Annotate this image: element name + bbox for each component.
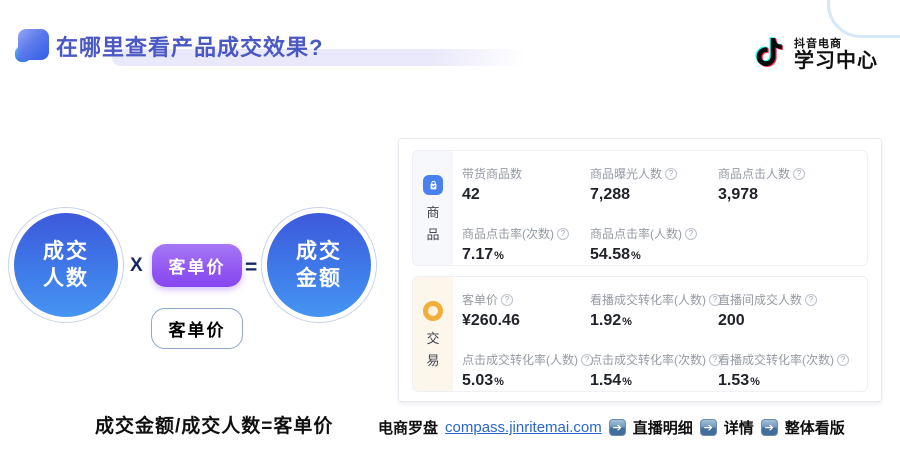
trade-tab: 交 易 <box>413 277 453 391</box>
info-icon[interactable]: ? <box>581 353 593 366</box>
formula-text: 成交金额/成交人数=客单价 <box>95 416 334 437</box>
info-icon[interactable]: ? <box>805 293 818 306</box>
multiply-operator: X <box>130 255 143 276</box>
arrow-right-icon[interactable]: ➔ <box>608 419 626 436</box>
info-icon[interactable]: ? <box>557 227 569 240</box>
metric-label: 商品点击人数 <box>718 167 791 181</box>
metric-value: 1.53 <box>718 372 750 389</box>
step-overview-board: 整体看版 <box>784 420 845 437</box>
info-icon[interactable]: ? <box>709 353 721 366</box>
metric-value: ¥260.46 <box>462 312 520 329</box>
circle-deal-amount: 成交 金额 <box>261 207 377 323</box>
info-icon[interactable]: ? <box>709 293 721 306</box>
metric-label: 带货商品数 <box>462 167 523 181</box>
avg-order-value-pill: 客单价 <box>152 244 242 287</box>
metric-label: 看播成交转化率(人数) <box>590 293 706 307</box>
metric-label: 商品点击率(人数) <box>590 227 682 241</box>
metric-product-ctr-times: 商品点击率(次数)? 7.17% <box>462 225 590 265</box>
metric-view-conversion-users: 看播成交转化率(人数)? 1.92% <box>590 291 721 331</box>
logo-brand-small: 抖音电商 <box>794 37 842 50</box>
info-icon[interactable]: ? <box>501 293 514 306</box>
metric-value: 1.92 <box>590 312 622 329</box>
metric-product-count: 带货商品数 42 <box>462 165 590 205</box>
info-icon[interactable]: ? <box>665 167 678 180</box>
metric-value: 5.03 <box>462 372 494 389</box>
compass-link[interactable]: compass.jinritemai.com <box>445 419 602 436</box>
metric-click-conversion-times: 点击成交转化率(次数)? 1.54% <box>590 351 721 391</box>
metric-live-deal-users: 直播间成交人数? 200 <box>718 291 846 331</box>
metric-suffix: % <box>622 376 632 388</box>
metric-product-click-users: 商品点击人数? 3,978 <box>718 165 846 205</box>
metric-suffix: % <box>750 376 760 388</box>
product-tab: 商 品 <box>413 151 453 265</box>
shopping-bag-icon <box>423 175 443 195</box>
product-metrics-card: 商 品 带货商品数 42 商品曝光人数? 7,288 商品点击人数? 3,978… <box>412 150 868 266</box>
metric-suffix: % <box>494 376 504 388</box>
source-label: 电商罗盘 <box>378 420 439 437</box>
metric-label: 商品曝光人数 <box>590 167 663 181</box>
metric-label: 商品点击率(次数) <box>462 227 554 241</box>
metric-suffix: % <box>622 316 632 328</box>
title-highlight-bar <box>112 49 526 66</box>
circle-deal-users: 成交 人数 <box>8 207 124 323</box>
info-icon[interactable]: ? <box>685 227 697 240</box>
trade-metrics-card: 交 易 客单价? ¥260.46 看播成交转化率(人数)? 1.92% 直播间成… <box>412 276 868 392</box>
circle-deal-users-line1: 成交 <box>43 240 89 263</box>
metric-value: 7,288 <box>590 186 631 203</box>
logo-brand-large: 学习中心 <box>794 50 878 73</box>
product-metrics-grid: 带货商品数 42 商品曝光人数? 7,288 商品点击人数? 3,978 商品点… <box>453 151 846 265</box>
decorative-curve <box>827 0 900 38</box>
metric-value: 42 <box>462 186 480 203</box>
coin-icon <box>423 301 443 321</box>
metric-avg-order-value: 客单价? ¥260.46 <box>462 291 590 331</box>
circle-deal-amount-line1: 成交 <box>296 240 342 263</box>
metric-value: 7.17 <box>462 246 494 263</box>
product-tab-char1: 商 <box>426 205 440 220</box>
compass-metrics-panel: 商 品 带货商品数 42 商品曝光人数? 7,288 商品点击人数? 3,978… <box>398 138 882 402</box>
product-tab-char2: 品 <box>426 227 440 242</box>
avg-order-value-note: 客单价 <box>151 308 243 349</box>
trade-tab-char1: 交 <box>426 331 440 346</box>
trade-tab-char2: 易 <box>426 353 440 368</box>
metric-value: 3,978 <box>718 186 759 203</box>
metric-click-conversion-users: 点击成交转化率(人数)? 5.03% <box>462 351 593 391</box>
metric-value: 1.54 <box>590 372 622 389</box>
metric-product-ctr-users: 商品点击率(人数)? 54.58% <box>590 225 718 265</box>
source-path-row: 电商罗盘 compass.jinritemai.com ➔ 直播明细 ➔ 详情 … <box>378 417 845 438</box>
step-detail: 详情 <box>723 420 754 437</box>
arrow-right-icon[interactable]: ➔ <box>699 419 717 436</box>
metric-view-conversion-times: 看播成交转化率(次数)? 1.53% <box>718 351 849 391</box>
arrow-right-icon[interactable]: ➔ <box>760 419 778 436</box>
metric-suffix: % <box>631 250 641 262</box>
info-icon[interactable]: ? <box>837 353 849 366</box>
metric-product-exposure-users: 商品曝光人数? 7,288 <box>590 165 718 205</box>
metric-value: 54.58 <box>590 246 631 263</box>
metric-label: 点击成交转化率(人数) <box>462 353 578 367</box>
step-live-detail: 直播明细 <box>632 420 693 437</box>
metric-value: 200 <box>718 312 745 329</box>
title-bullet-icon <box>15 29 49 62</box>
douyin-ecommerce-logo: 抖音电商 学习中心 <box>752 34 878 76</box>
metric-suffix: % <box>494 250 504 262</box>
circle-deal-users-line2: 人数 <box>43 267 89 290</box>
metric-label: 看播成交转化率(次数) <box>718 353 834 367</box>
metric-label: 点击成交转化率(次数) <box>590 353 706 367</box>
metric-label: 直播间成交人数 <box>718 293 803 307</box>
trade-metrics-grid: 客单价? ¥260.46 看播成交转化率(人数)? 1.92% 直播间成交人数?… <box>453 277 849 391</box>
page-title: 在哪里查看产品成交效果? <box>56 35 324 60</box>
douyin-note-icon <box>755 37 783 67</box>
circle-deal-amount-line2: 金额 <box>296 267 342 290</box>
metric-label: 客单价 <box>462 293 499 307</box>
info-icon[interactable]: ? <box>793 167 806 180</box>
equals-operator: = <box>245 256 258 279</box>
